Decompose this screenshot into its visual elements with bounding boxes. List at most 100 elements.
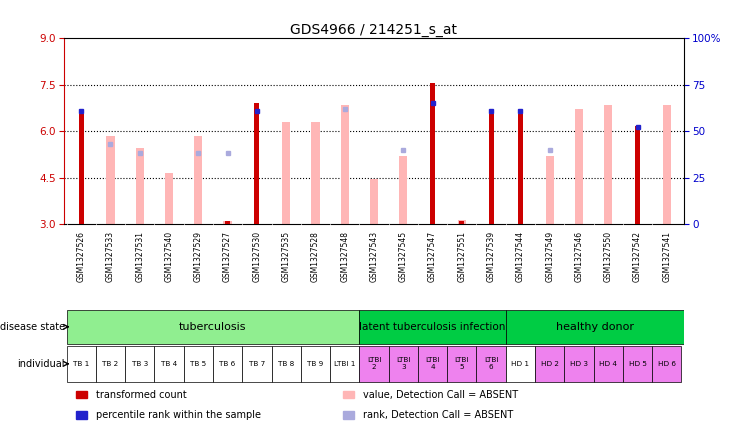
Bar [635,126,640,224]
Text: GSM1327540: GSM1327540 [165,231,174,282]
Text: GSM1327529: GSM1327529 [194,231,203,282]
Text: GSM1327542: GSM1327542 [633,231,642,282]
Bar [564,346,594,382]
Bar [506,346,535,382]
Text: GSM1327550: GSM1327550 [604,231,613,282]
Bar [545,156,554,224]
Bar [213,346,242,382]
Text: LTBI
6: LTBI 6 [484,357,498,370]
Bar [343,391,354,398]
Text: HD 4: HD 4 [599,361,617,367]
Text: tuberculosis: tuberculosis [180,322,247,332]
Text: TB 3: TB 3 [132,361,148,367]
Text: GSM1327526: GSM1327526 [76,231,86,282]
Text: GSM1327527: GSM1327527 [223,231,232,282]
Bar [418,346,447,382]
Text: GSM1327528: GSM1327528 [311,231,320,282]
Bar [76,391,88,398]
Bar [594,346,623,382]
Text: GSM1327531: GSM1327531 [135,231,144,282]
Text: TB 4: TB 4 [161,361,177,367]
Text: TB 6: TB 6 [219,361,236,367]
Bar [459,221,465,224]
Bar [370,179,378,224]
Bar [165,173,173,224]
Text: GSM1327551: GSM1327551 [457,231,466,282]
Bar [194,136,203,224]
Bar [506,310,684,344]
Text: HD 3: HD 3 [570,361,588,367]
Text: percentile rank within the sample: percentile rank within the sample [96,410,262,420]
Bar [535,346,564,382]
Bar [67,310,359,344]
Bar [623,346,652,382]
Bar [447,346,476,382]
Text: disease state: disease state [0,322,65,332]
Text: TB 5: TB 5 [190,361,206,367]
Bar [343,411,354,419]
Text: LTBI
4: LTBI 4 [426,357,440,370]
Text: GSM1327535: GSM1327535 [282,231,291,282]
Bar [184,346,213,382]
Text: GSM1327530: GSM1327530 [252,231,261,282]
Text: TB 8: TB 8 [278,361,294,367]
Bar [254,103,260,224]
Text: LTBI 1: LTBI 1 [334,361,355,367]
Text: GSM1327541: GSM1327541 [662,231,672,282]
Bar [430,83,435,224]
Text: HD 5: HD 5 [628,361,646,367]
Bar [67,346,96,382]
Text: HD 1: HD 1 [512,361,530,367]
Text: GSM1327548: GSM1327548 [340,231,349,282]
Text: GSM1327539: GSM1327539 [487,231,496,282]
Text: GSM1327543: GSM1327543 [370,231,378,282]
Bar [476,346,506,382]
Bar [125,346,154,382]
Bar [135,148,144,224]
Bar [79,114,84,224]
Bar [663,105,671,224]
Bar [458,220,466,224]
Title: GDS4966 / 214251_s_at: GDS4966 / 214251_s_at [290,23,458,37]
Bar [282,122,290,224]
Text: latent tuberculosis infection: latent tuberculosis infection [359,322,506,332]
Text: TB 7: TB 7 [249,361,265,367]
Bar [488,114,494,224]
Bar [311,122,319,224]
Text: individual: individual [17,359,65,369]
Bar [224,221,232,224]
Bar [225,221,230,224]
Bar [518,114,523,224]
Text: value, Detection Call = ABSENT: value, Detection Call = ABSENT [364,390,518,400]
Bar [652,346,681,382]
Text: rank, Detection Call = ABSENT: rank, Detection Call = ABSENT [364,410,514,420]
Bar [96,346,125,382]
Bar [242,346,272,382]
Text: TB 2: TB 2 [102,361,119,367]
Text: GSM1327545: GSM1327545 [399,231,408,282]
Bar [76,411,88,419]
Text: HD 2: HD 2 [541,361,559,367]
Bar [359,346,389,382]
Bar [301,346,330,382]
Bar [154,346,184,382]
Bar [340,105,349,224]
Text: GSM1327549: GSM1327549 [545,231,554,282]
Bar [399,156,408,224]
Text: LTBI
3: LTBI 3 [396,357,411,370]
Bar [330,346,359,382]
Bar [604,105,613,224]
Text: HD 6: HD 6 [657,361,676,367]
Bar [359,310,506,344]
Text: TB 9: TB 9 [307,361,324,367]
Text: GSM1327546: GSM1327546 [574,231,583,282]
Text: LTBI
5: LTBI 5 [455,357,469,370]
Text: TB 1: TB 1 [73,361,89,367]
Bar [389,346,418,382]
Bar [272,346,301,382]
Text: transformed count: transformed count [96,390,187,400]
Bar [106,136,114,224]
Text: GSM1327547: GSM1327547 [428,231,437,282]
Text: GSM1327544: GSM1327544 [516,231,525,282]
Text: healthy donor: healthy donor [556,322,634,332]
